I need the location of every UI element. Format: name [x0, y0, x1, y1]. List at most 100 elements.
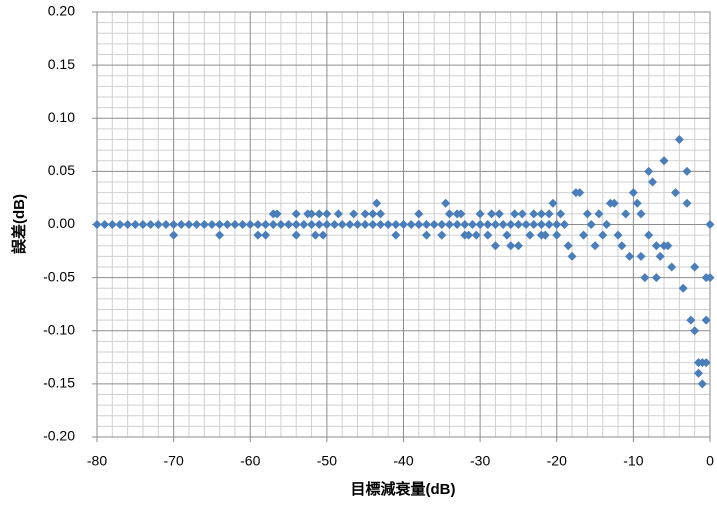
point — [176, 220, 186, 229]
point — [92, 220, 102, 229]
point — [513, 220, 523, 229]
point — [322, 209, 332, 219]
point — [414, 220, 424, 229]
point — [521, 220, 531, 229]
y-tick-label: 0.15 — [48, 56, 75, 72]
point — [678, 283, 688, 293]
y-tick-label: 0.00 — [48, 215, 75, 231]
y-tick-label: -0.05 — [43, 268, 75, 284]
x-tick-label: -40 — [393, 453, 413, 469]
point — [552, 220, 562, 229]
point — [368, 220, 378, 229]
point — [701, 273, 711, 283]
point — [690, 262, 700, 272]
point — [345, 220, 355, 229]
point — [307, 220, 317, 229]
point — [694, 368, 704, 378]
point — [184, 220, 194, 229]
point — [406, 220, 416, 229]
point — [376, 209, 386, 219]
point — [161, 220, 171, 229]
point — [222, 220, 232, 229]
point — [674, 135, 684, 144]
point — [437, 220, 447, 229]
point — [130, 220, 140, 229]
point — [559, 220, 569, 229]
point — [590, 241, 600, 251]
point — [414, 209, 424, 219]
point — [291, 209, 301, 219]
y-tick-label: 0.20 — [48, 3, 75, 19]
point — [421, 220, 431, 229]
point — [686, 315, 696, 325]
point — [276, 220, 286, 229]
x-tick-label: -10 — [623, 453, 643, 469]
point — [169, 220, 179, 229]
point — [701, 315, 711, 325]
point — [215, 220, 225, 229]
point — [383, 220, 393, 229]
point — [621, 209, 631, 219]
y-tick-label: -0.20 — [43, 428, 75, 444]
point — [192, 220, 202, 229]
point — [376, 220, 386, 229]
x-tick-label: -80 — [87, 453, 107, 469]
point — [291, 230, 301, 240]
point — [556, 209, 566, 219]
point — [506, 220, 516, 229]
point — [215, 230, 225, 240]
point — [640, 273, 650, 283]
point — [360, 220, 370, 229]
y-tick-label: 0.10 — [48, 109, 75, 125]
point — [586, 220, 596, 229]
point — [644, 166, 654, 176]
point — [525, 230, 535, 240]
point — [100, 220, 110, 229]
point — [705, 220, 715, 229]
y-tick-label: -0.15 — [43, 375, 75, 391]
point — [529, 209, 539, 219]
point — [529, 220, 539, 229]
point — [548, 198, 558, 208]
point — [207, 220, 217, 229]
point — [199, 220, 209, 229]
point — [567, 251, 577, 261]
point — [261, 220, 271, 229]
point — [107, 220, 117, 229]
point — [613, 230, 623, 240]
point — [510, 209, 520, 219]
point — [464, 230, 474, 240]
point — [441, 198, 451, 208]
point — [353, 220, 363, 229]
point — [636, 209, 646, 219]
point — [272, 209, 282, 219]
point — [690, 326, 700, 336]
point — [437, 230, 447, 240]
point — [659, 156, 669, 166]
point — [609, 198, 619, 208]
point — [368, 209, 378, 219]
point — [429, 220, 439, 229]
point — [291, 220, 301, 229]
point — [644, 230, 654, 240]
point — [253, 230, 263, 240]
x-tick-label: 0 — [706, 453, 714, 469]
point — [318, 230, 328, 240]
point — [421, 230, 431, 240]
point — [123, 220, 133, 229]
point — [299, 220, 309, 229]
x-axis-title: 目標減衰量(dB) — [351, 480, 456, 498]
point — [636, 251, 646, 261]
point — [659, 241, 669, 251]
point — [337, 220, 347, 229]
point — [245, 220, 255, 229]
point — [452, 220, 462, 229]
point — [513, 241, 523, 251]
point — [490, 241, 500, 251]
point — [444, 220, 454, 229]
point — [602, 220, 612, 229]
x-tick-label: -20 — [547, 453, 567, 469]
point — [536, 209, 546, 219]
point — [360, 209, 370, 219]
